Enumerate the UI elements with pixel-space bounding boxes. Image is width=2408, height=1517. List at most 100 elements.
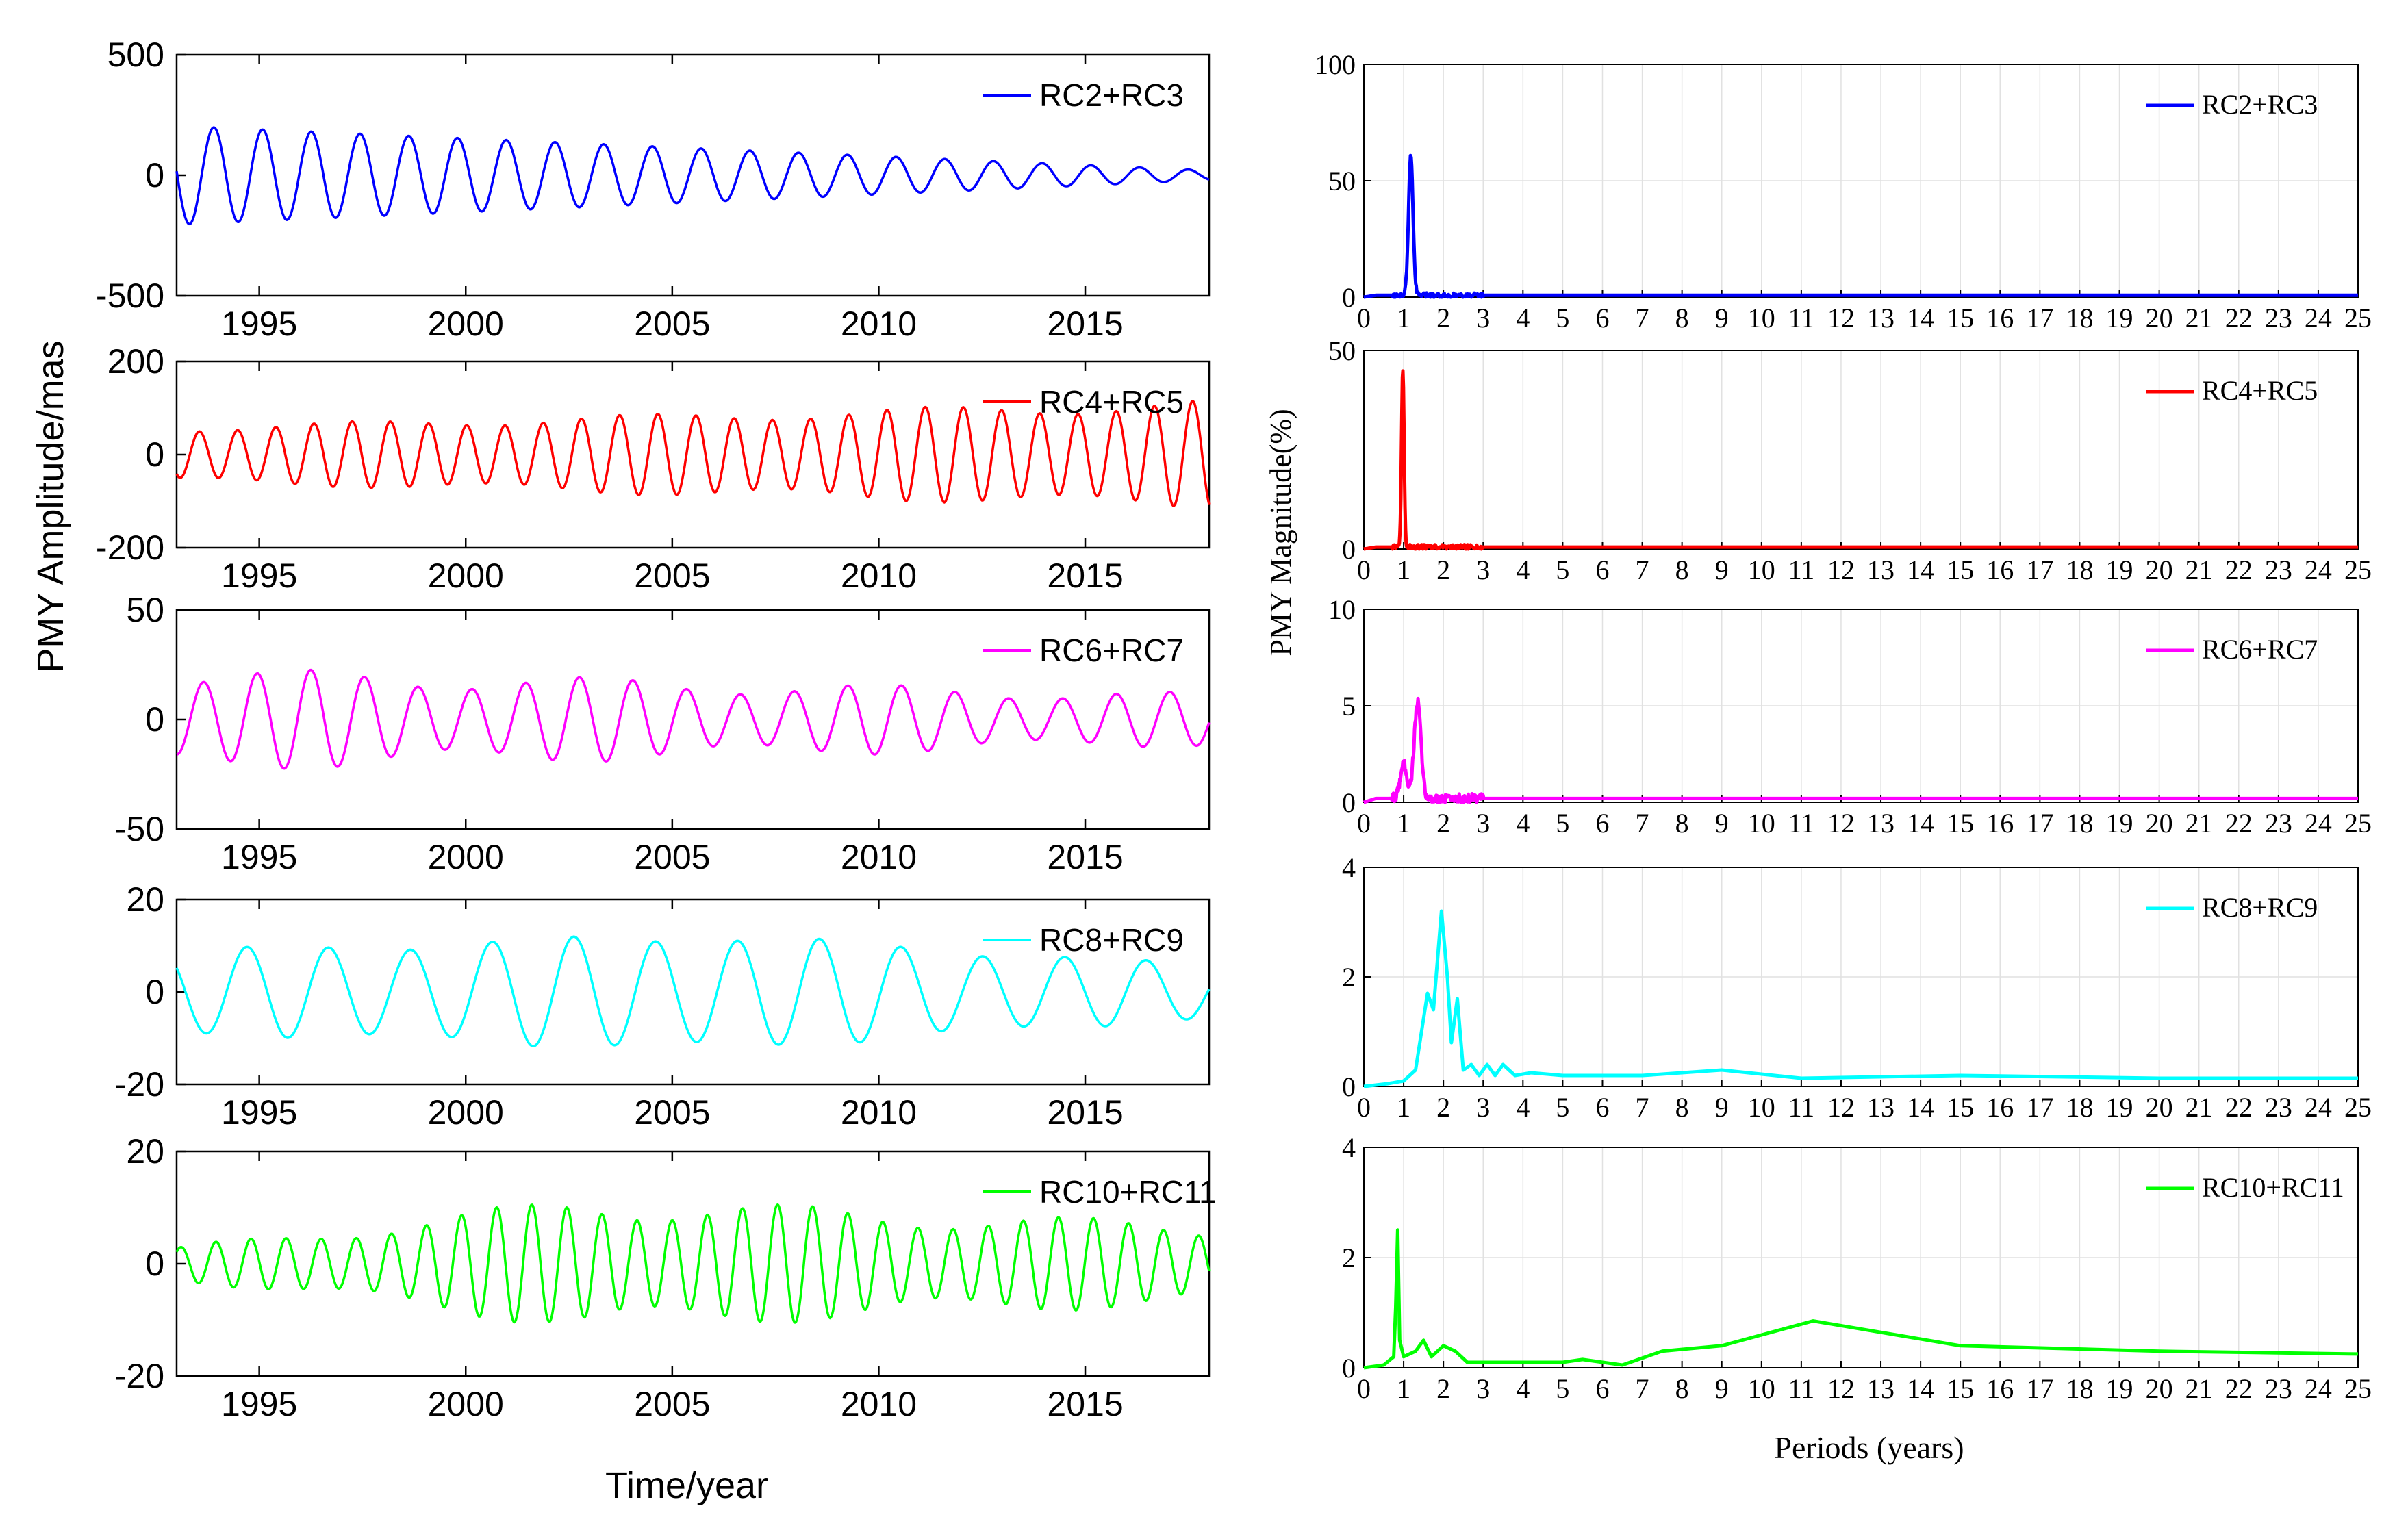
x-tick-label: 3 [1476, 808, 1490, 839]
x-tick-label: 10 [1748, 1373, 1775, 1404]
x-tick-label: 24 [2305, 303, 2332, 333]
x-tick-label: 1995 [221, 1385, 297, 1423]
series-line [1362, 696, 2358, 804]
y-tick-label: 0 [1342, 534, 1356, 565]
x-tick-label: 7 [1636, 303, 1649, 333]
x-tick-label: 2005 [634, 1093, 710, 1132]
x-tick-label: 19 [2106, 1092, 2133, 1123]
right-x-axis-label: Periods (years) [1774, 1430, 1964, 1465]
plot-frame [175, 609, 1211, 830]
x-tick-label: 22 [2225, 554, 2253, 585]
x-tick-label: 25 [2344, 1373, 2372, 1404]
x-tick-label: 2000 [428, 557, 504, 595]
x-tick-label: 10 [1748, 1092, 1775, 1123]
x-tick-label: 17 [2026, 808, 2053, 839]
x-tick-label: 16 [1986, 554, 2014, 585]
series-line [1362, 369, 2358, 551]
x-tick-label: 3 [1476, 554, 1490, 585]
y-tick-label: 50 [1328, 335, 1356, 366]
x-tick-label: 2000 [428, 305, 504, 343]
series-line [176, 668, 1211, 770]
y-tick-label: -20 [115, 1065, 164, 1104]
x-tick-label: 2010 [841, 557, 917, 595]
left-x-axis-label: Time/year [605, 1465, 768, 1506]
x-tick-label: 23 [2265, 303, 2292, 333]
x-tick-label: 12 [1827, 303, 1855, 333]
legend-label: RC2+RC3 [1039, 77, 1184, 113]
x-tick-label: 11 [1788, 554, 1815, 585]
x-tick-label: 15 [1947, 808, 1974, 839]
x-tick-label: 18 [2066, 1092, 2093, 1123]
spectrum-panel-2: 0 1 2 3 4 5 6 7 8 9 10 11 12 13 14 15 16 17 18 19 20 21 22 23 24… [1328, 335, 2372, 585]
series-line [175, 126, 1210, 226]
x-tick-label: 2005 [634, 1385, 710, 1423]
y-tick-label: 0 [1342, 282, 1356, 313]
x-tick-label: 22 [2225, 808, 2253, 839]
legend-label: RC4+RC5 [1039, 384, 1184, 420]
x-tick-label: 25 [2344, 303, 2372, 333]
x-tick-label: 0 [1357, 303, 1371, 333]
y-tick-label: 0 [1342, 787, 1356, 818]
x-tick-label: 13 [1867, 554, 1894, 585]
x-tick-label: 10 [1748, 303, 1775, 333]
legend-label: RC6+RC7 [1039, 633, 1184, 668]
plot-frame [175, 360, 1211, 549]
x-tick-label: 9 [1715, 1092, 1729, 1123]
x-tick-label: 23 [2265, 808, 2292, 839]
y-tick-label: -50 [115, 810, 164, 848]
x-tick-label: 15 [1947, 1373, 1974, 1404]
x-tick-label: 10 [1748, 808, 1775, 839]
x-tick-label: 15 [1947, 554, 1974, 585]
x-tick-label: 6 [1595, 554, 1609, 585]
x-tick-label: 11 [1788, 808, 1815, 839]
x-tick-label: 2015 [1047, 305, 1123, 343]
x-tick-label: 21 [2185, 1092, 2213, 1123]
x-tick-label: 2010 [841, 1093, 917, 1132]
x-tick-label: 10 [1748, 554, 1775, 585]
x-tick-label: 19 [2106, 554, 2133, 585]
x-tick-label: 14 [1907, 1373, 1934, 1404]
x-tick-label: 22 [2225, 303, 2253, 333]
x-tick-label: 17 [2026, 554, 2053, 585]
time-series-panel-3: 1995 2000 2005 2010 2015 -50 0 50 RC6+RC7 [115, 591, 1211, 876]
x-tick-label: 20 [2146, 1092, 2173, 1123]
y-tick-label: 50 [126, 591, 164, 629]
time-series-panel-5: 1995 2000 2005 2010 2015 -20 0 20 RC10+RC11 [115, 1132, 1217, 1423]
x-tick-label: 2005 [634, 557, 710, 595]
x-tick-label: 23 [2265, 554, 2292, 585]
x-tick-label: 4 [1516, 554, 1530, 585]
y-tick-label: 0 [1342, 1353, 1356, 1384]
x-tick-label: 4 [1516, 808, 1530, 839]
x-tick-label: 4 [1516, 1092, 1530, 1123]
y-tick-label: 100 [1315, 49, 1356, 80]
x-tick-label: 14 [1907, 808, 1934, 839]
x-tick-label: 0 [1357, 1092, 1371, 1123]
x-tick-label: 2015 [1047, 1093, 1123, 1132]
x-tick-label: 7 [1636, 808, 1649, 839]
x-tick-label: 2005 [634, 305, 710, 343]
x-tick-label: 8 [1675, 1092, 1689, 1123]
y-tick-label: -200 [96, 528, 164, 567]
x-tick-label: 3 [1476, 1092, 1490, 1123]
x-tick-label: 5 [1556, 554, 1569, 585]
x-tick-label: 2000 [428, 1385, 504, 1423]
x-tick-label: 2 [1436, 1092, 1450, 1123]
x-tick-label: 17 [2026, 1373, 2053, 1404]
series-line [175, 1203, 1211, 1324]
left-y-axis-label: PMY Amplitude/mas [30, 340, 71, 672]
x-tick-label: 8 [1675, 554, 1689, 585]
x-tick-label: 14 [1907, 1092, 1934, 1123]
x-tick-label: 21 [2185, 1373, 2213, 1404]
y-tick-label: 0 [145, 435, 164, 474]
x-tick-label: 8 [1675, 303, 1689, 333]
x-tick-label: 11 [1788, 303, 1815, 333]
x-tick-label: 8 [1675, 808, 1689, 839]
x-tick-label: 17 [2026, 303, 2053, 333]
x-tick-label: 2010 [841, 1385, 917, 1423]
x-tick-label: 11 [1788, 1092, 1815, 1123]
x-tick-label: 1 [1397, 554, 1410, 585]
x-tick-label: 6 [1595, 1373, 1609, 1404]
x-tick-label: 6 [1595, 808, 1609, 839]
y-tick-label: 200 [107, 342, 164, 381]
